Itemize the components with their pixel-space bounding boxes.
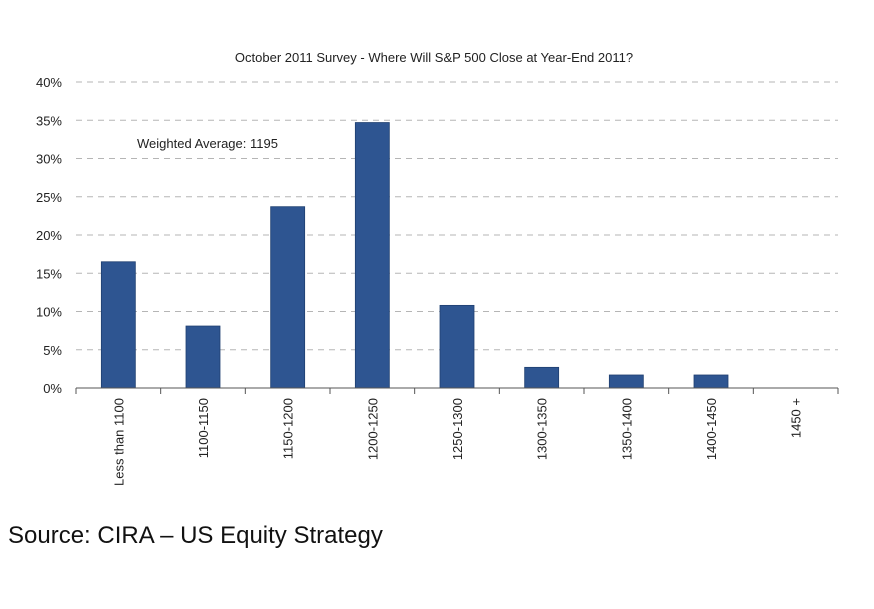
chart-title: October 2011 Survey - Where Will S&P 500… <box>235 50 633 65</box>
x-category-label: 1400-1450 <box>704 398 719 460</box>
bar <box>354 122 390 389</box>
x-category-label: 1200-1250 <box>365 398 380 460</box>
x-category-label: 1350-1400 <box>619 398 634 460</box>
bar <box>270 206 306 389</box>
y-tick-label: 25% <box>36 190 62 205</box>
y-axis: 0% 5% 10% 15% 20% 25% 30% 35% 40% <box>36 75 62 396</box>
y-tick-label: 35% <box>36 113 62 128</box>
weighted-average-annotation: Weighted Average: 1195 <box>137 136 278 151</box>
x-category-label: 1250-1300 <box>450 398 465 460</box>
y-tick-label: 10% <box>36 305 62 320</box>
y-tick-label: 20% <box>36 228 62 243</box>
chart: October 2011 Survey - Where Will S&P 500… <box>36 50 839 486</box>
y-tick-label: 40% <box>36 75 62 90</box>
bar <box>608 374 644 389</box>
source-note: Source: CIRA – US Equity Strategy <box>8 522 383 549</box>
category-labels: Less than 1100 1100-1150 1150-1200 1200-125… <box>111 398 803 486</box>
x-category-label: 1150-1200 <box>281 398 296 459</box>
x-axis <box>75 387 839 394</box>
y-tick-label: 0% <box>43 381 62 396</box>
bar <box>439 304 475 389</box>
bar <box>693 374 729 389</box>
x-category-label: Less than 1100 <box>111 398 126 486</box>
bar <box>185 325 221 389</box>
x-category-label: 1450 + <box>789 398 804 438</box>
bars <box>100 122 729 389</box>
bar <box>524 366 560 389</box>
x-category-label: 1300-1350 <box>535 398 550 460</box>
bar <box>100 261 136 389</box>
y-tick-label: 5% <box>43 343 62 358</box>
x-category-label: 1100-1150 <box>196 398 211 458</box>
y-tick-label: 15% <box>36 266 62 281</box>
y-tick-label: 30% <box>36 152 62 167</box>
